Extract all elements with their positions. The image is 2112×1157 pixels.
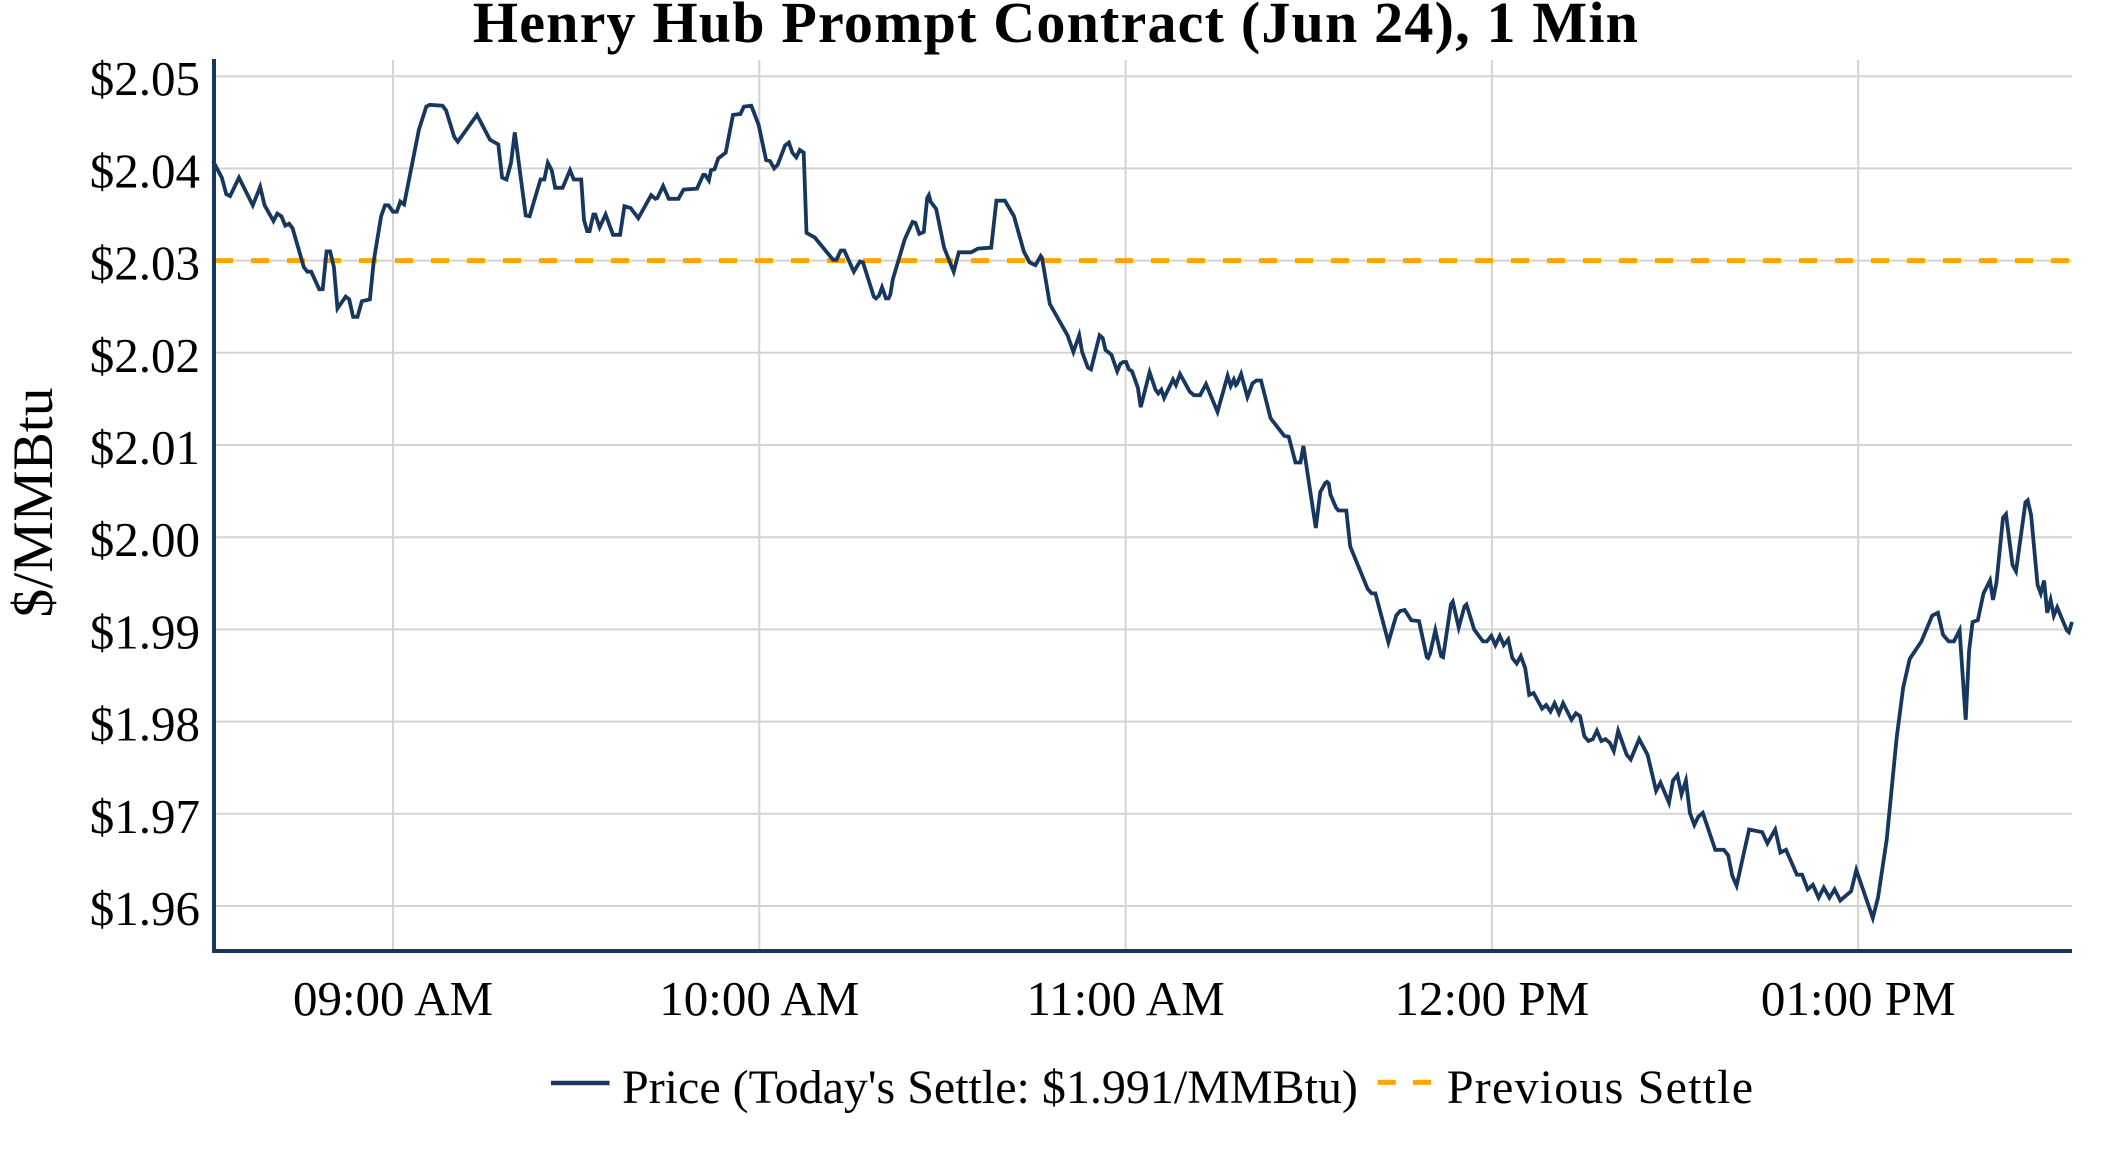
svg-text:Price (Today's Settle: $1.991/: Price (Today's Settle: $1.991/MMBtu) xyxy=(622,1061,1358,1114)
svg-text:Henry Hub Prompt Contract (Jun: Henry Hub Prompt Contract (Jun 24), 1 Mi… xyxy=(473,0,1639,55)
svg-text:$1.96: $1.96 xyxy=(90,881,200,936)
svg-text:$1.99: $1.99 xyxy=(90,604,200,659)
svg-text:$/MMBtu: $/MMBtu xyxy=(2,387,65,617)
svg-text:$1.98: $1.98 xyxy=(90,697,200,752)
svg-text:11:00 AM: 11:00 AM xyxy=(1026,971,1224,1026)
svg-text:09:00 AM: 09:00 AM xyxy=(293,971,493,1026)
svg-text:$2.03: $2.03 xyxy=(90,236,200,291)
svg-text:$2.02: $2.02 xyxy=(90,328,200,383)
svg-text:Previous Settle: Previous Settle xyxy=(1447,1061,1754,1114)
svg-text:$2.01: $2.01 xyxy=(90,420,200,475)
svg-text:01:00 PM: 01:00 PM xyxy=(1761,971,1956,1026)
svg-text:$2.05: $2.05 xyxy=(90,51,200,106)
svg-text:10:00 AM: 10:00 AM xyxy=(659,971,859,1026)
svg-text:12:00 PM: 12:00 PM xyxy=(1395,971,1590,1026)
svg-text:$1.97: $1.97 xyxy=(90,789,200,844)
svg-text:$2.00: $2.00 xyxy=(90,512,200,567)
svg-text:$2.04: $2.04 xyxy=(90,143,200,198)
